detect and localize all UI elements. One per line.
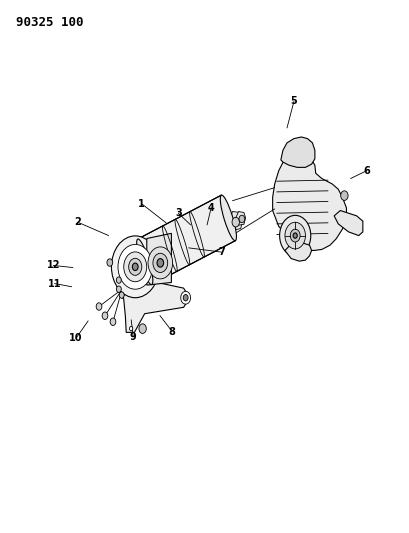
Polygon shape <box>146 233 171 285</box>
Text: 1: 1 <box>138 199 144 208</box>
Polygon shape <box>234 212 245 225</box>
Circle shape <box>340 191 347 200</box>
Text: 3: 3 <box>175 208 181 218</box>
Circle shape <box>128 259 142 276</box>
Circle shape <box>157 259 163 267</box>
Circle shape <box>290 229 299 242</box>
Polygon shape <box>280 137 314 167</box>
Polygon shape <box>137 195 235 285</box>
Text: 10: 10 <box>69 334 82 343</box>
Text: 4: 4 <box>207 203 214 213</box>
Circle shape <box>284 222 305 249</box>
Text: 6: 6 <box>363 166 369 175</box>
Circle shape <box>96 303 102 310</box>
Circle shape <box>279 215 310 256</box>
Circle shape <box>148 247 172 279</box>
Polygon shape <box>230 212 243 230</box>
Text: 90325 100: 90325 100 <box>16 16 84 29</box>
Circle shape <box>110 318 116 326</box>
Circle shape <box>118 245 152 289</box>
Circle shape <box>116 286 121 293</box>
Circle shape <box>132 263 138 271</box>
Text: 11: 11 <box>48 279 61 288</box>
Text: 2: 2 <box>74 217 81 227</box>
Polygon shape <box>333 211 362 236</box>
Circle shape <box>111 236 159 298</box>
Circle shape <box>153 253 167 272</box>
Circle shape <box>183 295 188 301</box>
Circle shape <box>129 327 133 331</box>
Ellipse shape <box>136 239 153 285</box>
Circle shape <box>292 233 297 238</box>
Circle shape <box>107 259 112 266</box>
Text: 8: 8 <box>169 327 175 336</box>
Circle shape <box>231 217 239 227</box>
Circle shape <box>124 252 146 282</box>
Polygon shape <box>123 278 189 333</box>
Circle shape <box>119 292 124 298</box>
Circle shape <box>116 277 121 284</box>
Ellipse shape <box>220 195 236 241</box>
Text: 9: 9 <box>130 332 136 342</box>
Text: 12: 12 <box>47 261 60 270</box>
Circle shape <box>102 312 108 319</box>
Circle shape <box>180 292 190 304</box>
Text: 5: 5 <box>290 96 297 106</box>
Polygon shape <box>284 243 311 261</box>
Circle shape <box>139 324 146 334</box>
Text: 7: 7 <box>218 247 224 257</box>
Circle shape <box>238 215 244 223</box>
Polygon shape <box>272 155 346 251</box>
